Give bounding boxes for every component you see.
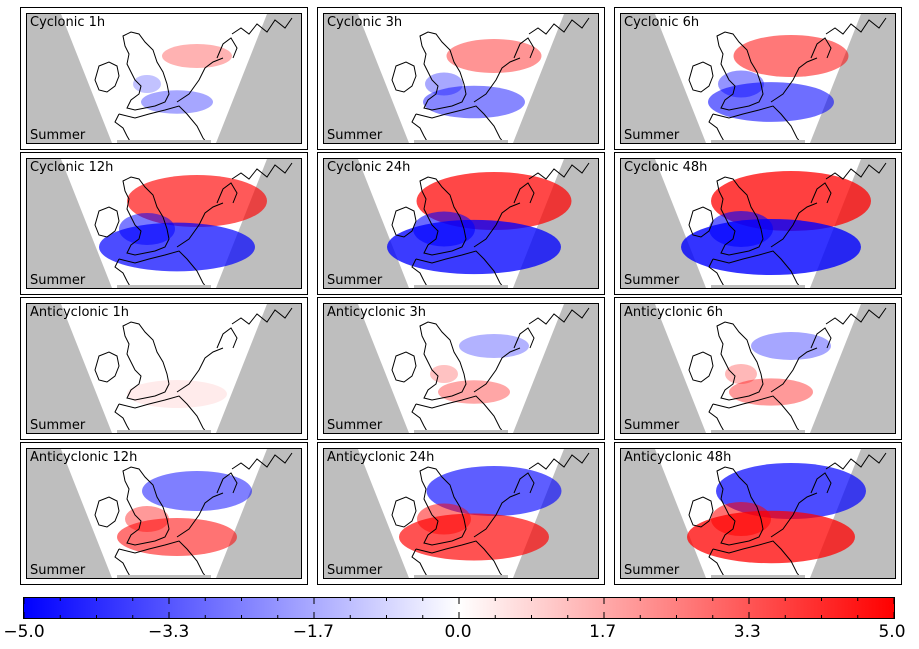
anomaly-map <box>27 159 301 288</box>
colorbar <box>23 597 895 619</box>
map-frame: Anticyclonic 1h Summer <box>26 303 302 434</box>
anomaly-map <box>324 304 598 433</box>
anomaly-map <box>324 14 598 143</box>
anomaly-map <box>621 14 895 143</box>
colorbar-tick-label: −3.3 <box>148 622 190 642</box>
season-label: Summer <box>30 128 86 143</box>
anomaly-map <box>621 304 895 433</box>
season-label: Summer <box>327 273 383 288</box>
season-label: Summer <box>30 418 86 433</box>
panel-title: Cyclonic 6h <box>624 15 700 30</box>
anomaly-map <box>27 304 301 433</box>
anomaly-map <box>621 449 895 578</box>
panel-title: Cyclonic 48h <box>624 160 708 175</box>
anomaly-map <box>324 449 598 578</box>
map-frame: Anticyclonic 24h Summer <box>323 448 599 579</box>
map-panel: Cyclonic 6h Summer <box>614 7 902 150</box>
panel-title: Anticyclonic 48h <box>624 450 732 465</box>
season-label: Summer <box>327 418 383 433</box>
panel-title: Cyclonic 12h <box>30 160 114 175</box>
panel-title: Cyclonic 24h <box>327 160 411 175</box>
map-panel: Anticyclonic 6h Summer <box>614 297 902 440</box>
map-panel: Anticyclonic 48h Summer <box>614 442 902 585</box>
anomaly-map <box>621 159 895 288</box>
anomaly-map <box>27 449 301 578</box>
colorbar-tick-label: 1.7 <box>589 622 617 642</box>
anomaly-map <box>27 14 301 143</box>
panel-title: Anticyclonic 6h <box>624 305 724 320</box>
map-panel: Cyclonic 48h Summer <box>614 152 902 295</box>
panel-title: Anticyclonic 24h <box>327 450 435 465</box>
anomaly-map <box>324 159 598 288</box>
map-frame: Cyclonic 1h Summer <box>26 13 302 144</box>
map-frame: Cyclonic 48h Summer <box>620 158 896 289</box>
colorbar-gradient <box>24 598 894 618</box>
map-panel: Anticyclonic 3h Summer <box>317 297 605 440</box>
season-label: Summer <box>624 273 680 288</box>
map-frame: Anticyclonic 3h Summer <box>323 303 599 434</box>
map-frame: Cyclonic 6h Summer <box>620 13 896 144</box>
map-frame: Cyclonic 3h Summer <box>323 13 599 144</box>
map-panel: Anticyclonic 1h Summer <box>20 297 308 440</box>
panel-title: Cyclonic 3h <box>327 15 403 30</box>
map-panel: Cyclonic 3h Summer <box>317 7 605 150</box>
season-label: Summer <box>624 418 680 433</box>
colorbar-tick-label: −1.7 <box>292 622 334 642</box>
map-panel: Anticyclonic 12h Summer <box>20 442 308 585</box>
map-panel: Cyclonic 24h Summer <box>317 152 605 295</box>
panel-title: Anticyclonic 12h <box>30 450 138 465</box>
map-panel: Cyclonic 1h Summer <box>20 7 308 150</box>
map-frame: Anticyclonic 6h Summer <box>620 303 896 434</box>
season-label: Summer <box>30 563 86 578</box>
map-frame: Anticyclonic 12h Summer <box>26 448 302 579</box>
colorbar-tick-label: 3.3 <box>733 622 761 642</box>
map-panel: Cyclonic 12h Summer <box>20 152 308 295</box>
season-label: Summer <box>624 563 680 578</box>
panel-title: Cyclonic 1h <box>30 15 106 30</box>
map-frame: Cyclonic 24h Summer <box>323 158 599 289</box>
season-label: Summer <box>327 563 383 578</box>
season-label: Summer <box>327 128 383 143</box>
map-panel: Anticyclonic 24h Summer <box>317 442 605 585</box>
season-label: Summer <box>624 128 680 143</box>
colorbar-tick-label: 0.0 <box>444 622 472 642</box>
colorbar-tick-label: 5.0 <box>878 622 906 642</box>
map-frame: Anticyclonic 48h Summer <box>620 448 896 579</box>
colorbar-tick-label: −5.0 <box>3 622 45 642</box>
panel-title: Anticyclonic 3h <box>327 305 427 320</box>
panel-title: Anticyclonic 1h <box>30 305 130 320</box>
season-label: Summer <box>30 273 86 288</box>
map-frame: Cyclonic 12h Summer <box>26 158 302 289</box>
